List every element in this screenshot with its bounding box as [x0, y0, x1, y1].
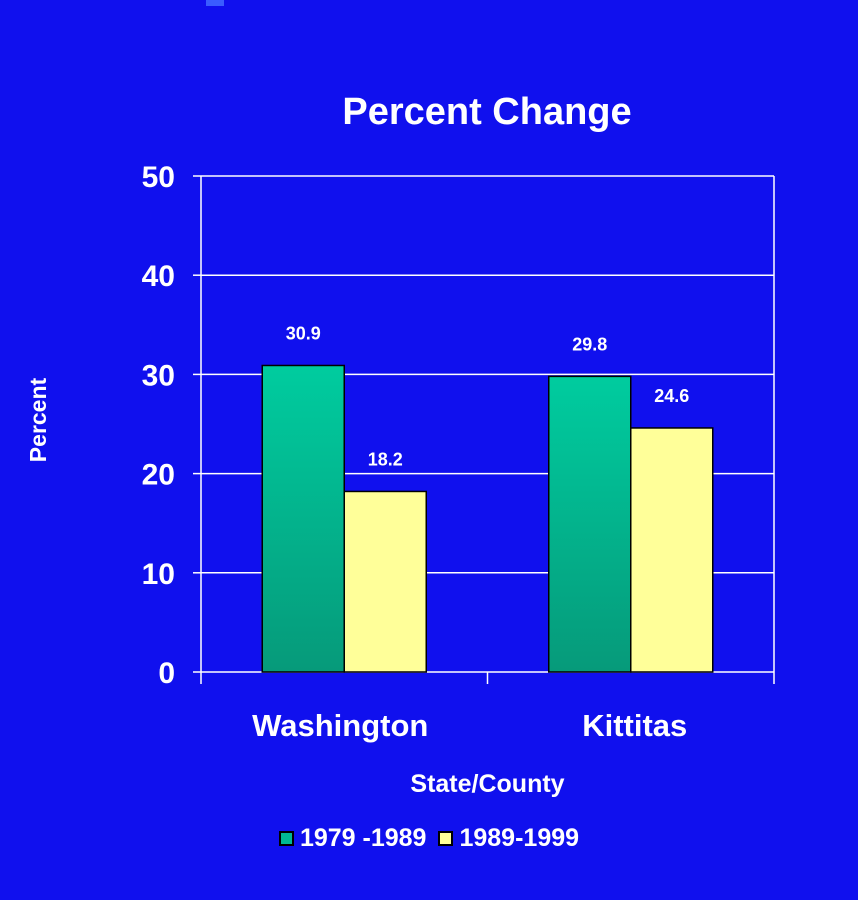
y-tick-label-0: 0: [158, 657, 175, 690]
x-axis-title: State/County: [410, 770, 564, 798]
data-label-kittitas-series-2: 24.6: [654, 386, 689, 406]
accent-mark: [206, 0, 224, 6]
legend: 1979 -1989 1989-1999: [0, 824, 858, 853]
x-category-label-kittitas: Kittitas: [582, 708, 687, 743]
y-axis-title: Percent: [25, 377, 51, 462]
bar-washington-series-2: [343, 490, 427, 673]
legend-swatch-1979-1989: [278, 831, 294, 846]
legend-swatch-1989-1999: [438, 831, 454, 846]
legend-item-1989-1999: 1989-1999: [438, 824, 579, 853]
chart-title: Percent Change: [342, 91, 632, 133]
bar-kittitas-series-2: [630, 427, 714, 673]
bar-washington-series-1: [261, 364, 345, 673]
y-tick-label-20: 20: [142, 459, 175, 492]
data-label-kittitas-series-1: 29.8: [572, 334, 607, 354]
legend-label-1989-1999: 1989-1999: [459, 824, 580, 852]
x-category-label-washington: Washington: [252, 708, 428, 743]
legend-item-1979-1989: 1979 -1989: [278, 824, 427, 853]
y-tick-label-30: 30: [142, 359, 175, 392]
y-tick-label-40: 40: [142, 260, 175, 293]
bar-kittitas-series-1: [548, 375, 632, 673]
data-label-washington-series-1: 30.9: [286, 323, 321, 343]
y-tick-label-50: 50: [142, 161, 175, 194]
data-label-washington-series-2: 18.2: [368, 449, 403, 469]
y-tick-label-10: 10: [142, 558, 175, 591]
legend-label-1979-1989: 1979 -1989: [299, 824, 427, 852]
